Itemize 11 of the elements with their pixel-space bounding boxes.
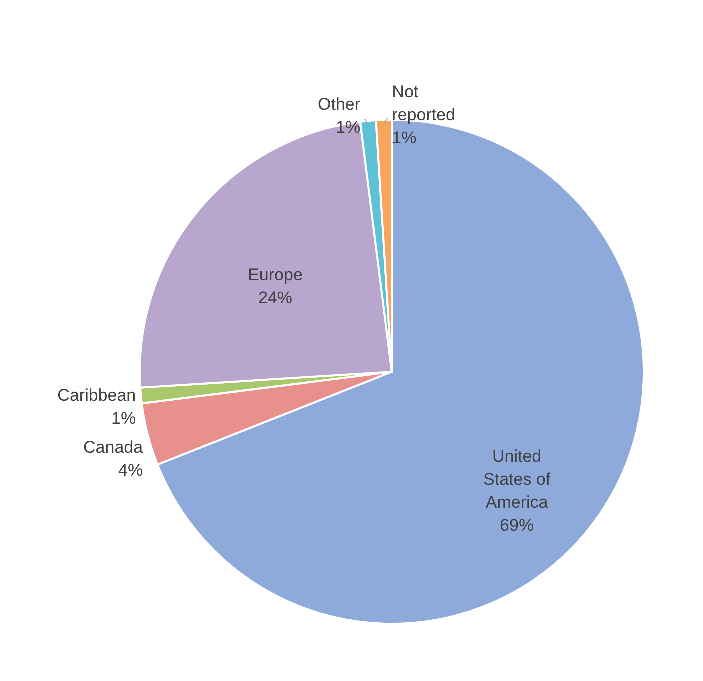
slice-label: Not reported	[392, 82, 456, 125]
data-label: 1%	[392, 128, 417, 148]
slice-label: Other	[318, 95, 361, 114]
data-label: 4%	[118, 461, 144, 480]
slice-label: United States of America	[484, 446, 551, 512]
data-label: 69%	[500, 516, 534, 535]
slice-label: Europe	[248, 266, 303, 285]
slice-label: Caribbean	[58, 386, 136, 406]
slice-label: Canada	[84, 438, 144, 458]
data-label: 1%	[112, 409, 136, 428]
data-label: 24%	[258, 288, 293, 308]
